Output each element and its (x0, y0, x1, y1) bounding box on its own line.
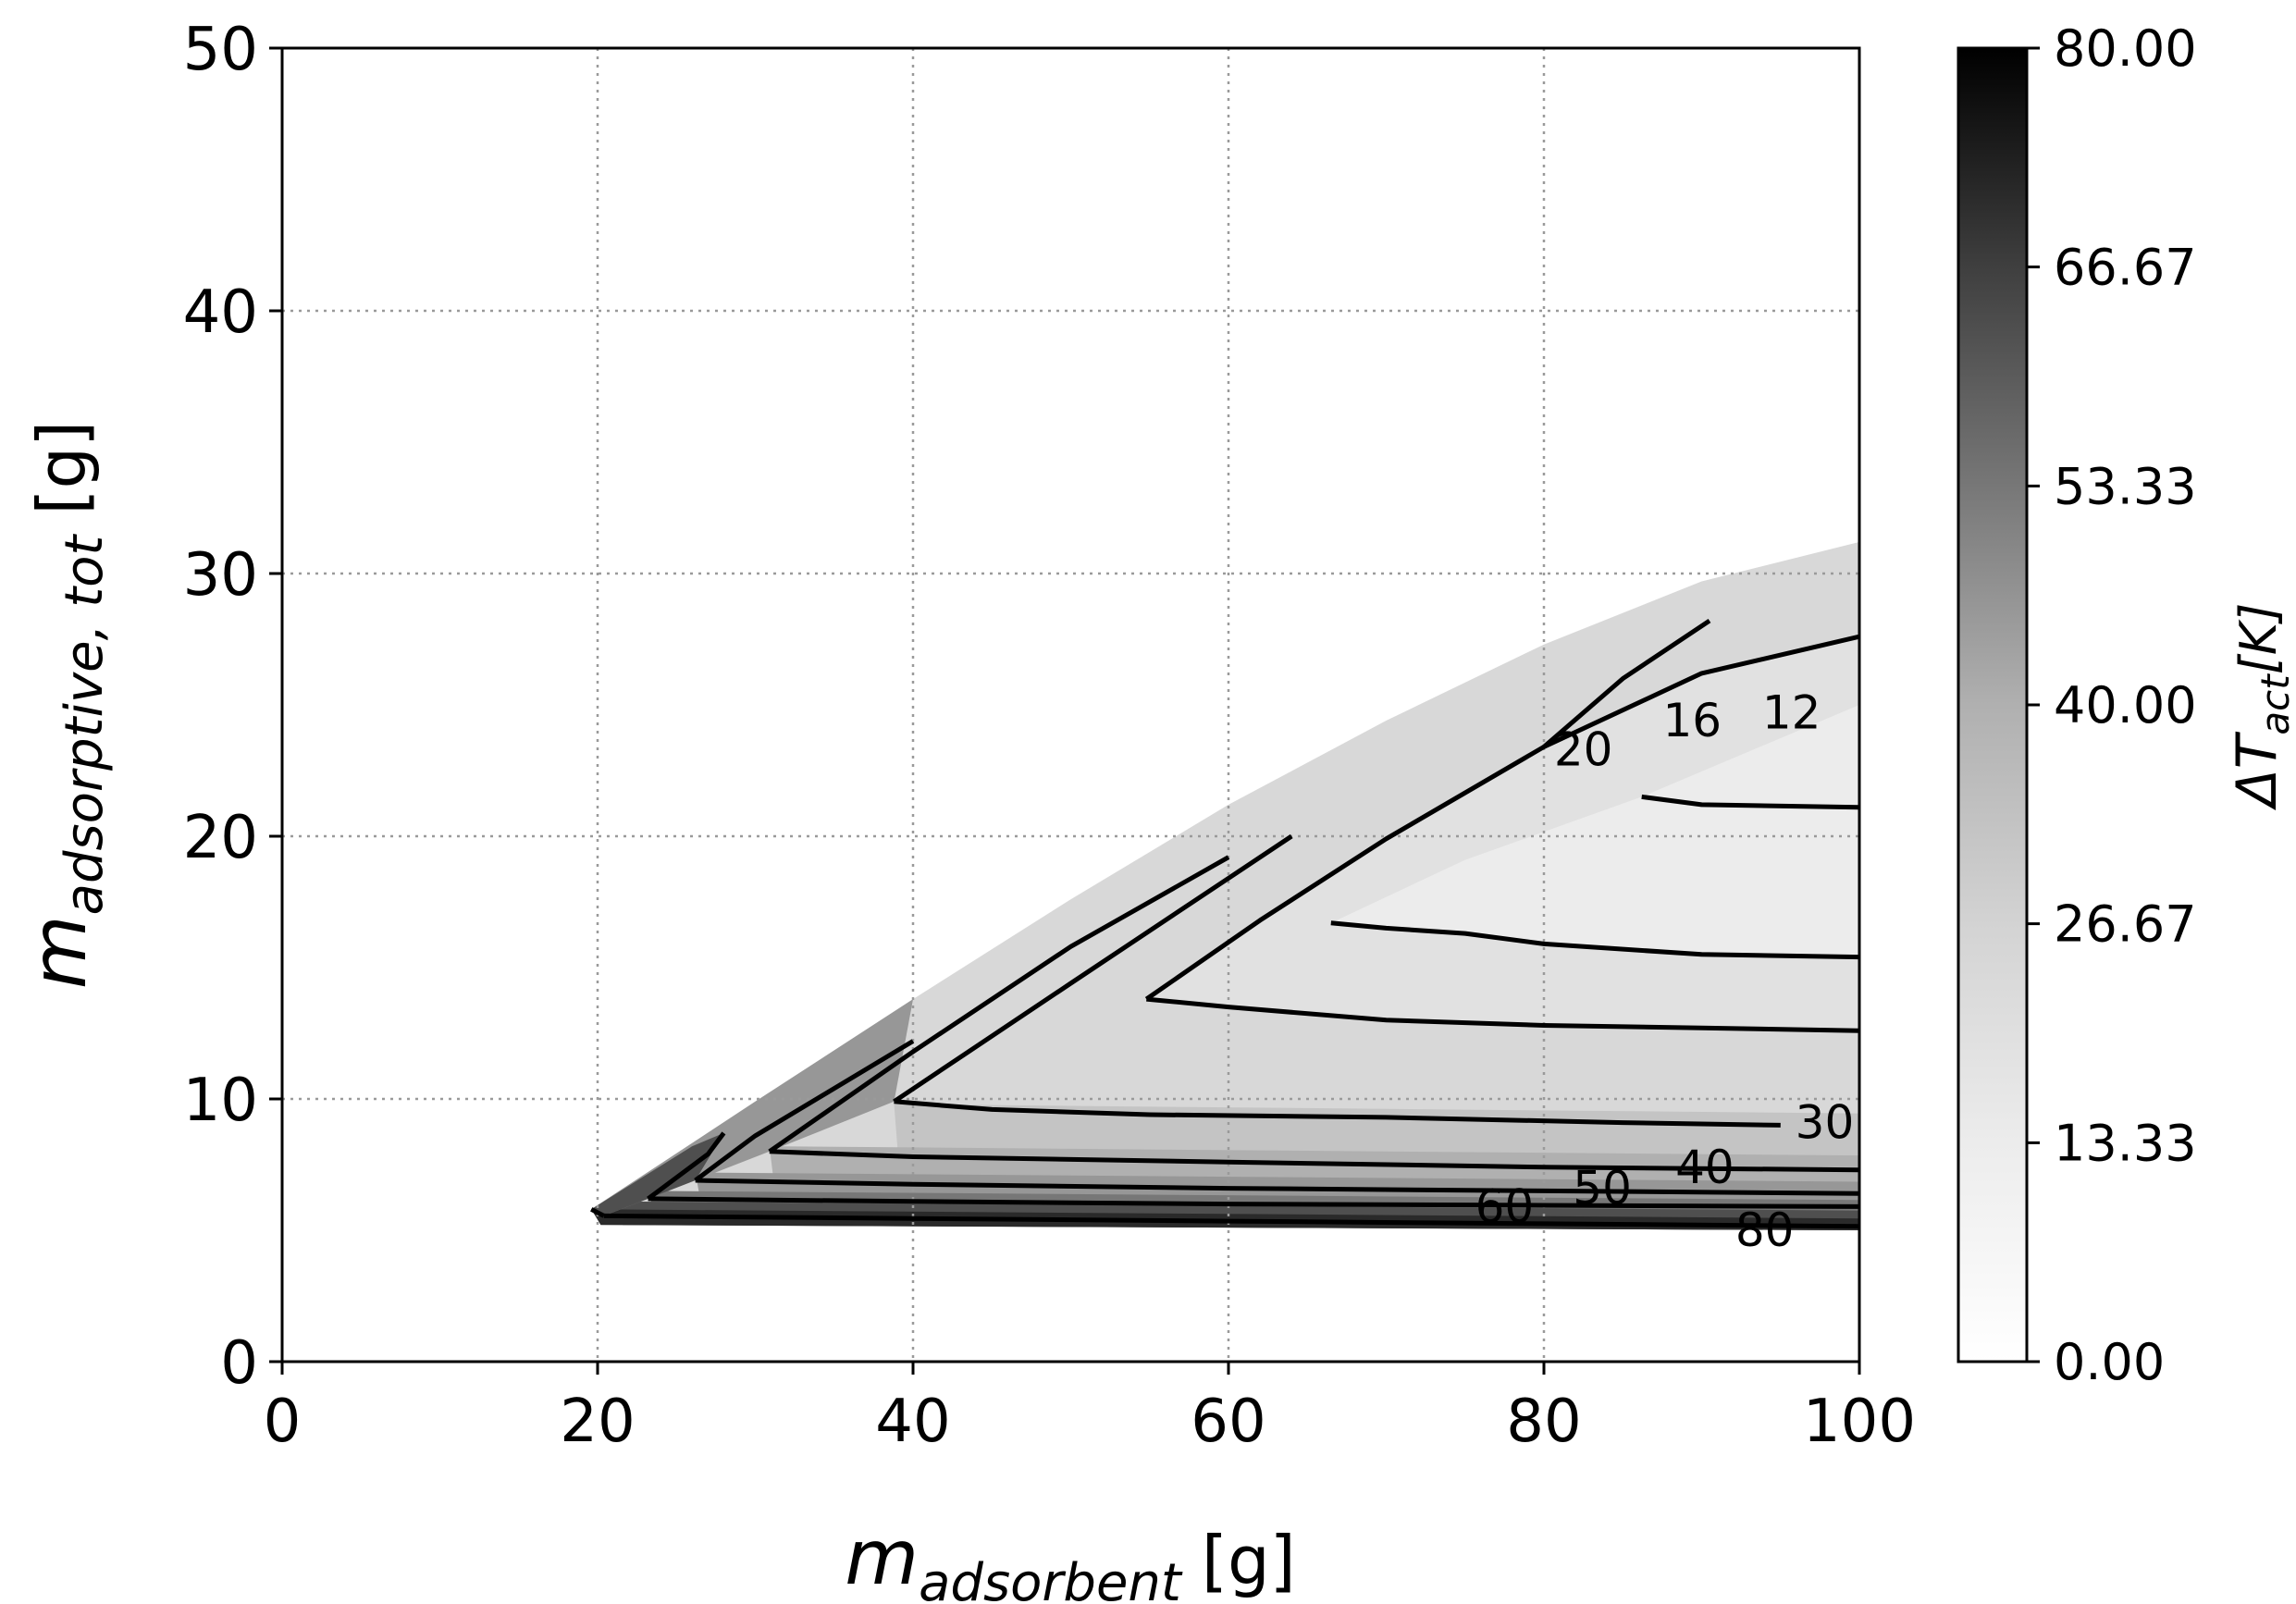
contour-edge-50 (694, 1039, 915, 1183)
y-tick-label: 0 (220, 1329, 258, 1398)
colorbar-tick-label: 13.33 (2054, 1114, 2197, 1172)
contour-line-12 (1641, 794, 1859, 810)
contour-label-40: 40 (1675, 1141, 1734, 1194)
contour-line-16 (1330, 920, 1859, 960)
contour-edge-80 (590, 1207, 605, 1218)
colorbar-tick-label: 53.33 (2054, 457, 2197, 515)
contour-edge-40 (768, 855, 1230, 1154)
y-tick-label: 50 (183, 16, 258, 84)
contour-line-40 (769, 1149, 1859, 1173)
colorbar-tick-label: 40.00 (2054, 676, 2197, 734)
y-axis-title: madsorptive, tot[g] (16, 421, 115, 990)
contour-line-20 (1146, 996, 1859, 1033)
contour-label-20: 20 (1554, 722, 1613, 776)
x-tick-label: 60 (1191, 1388, 1265, 1456)
x-tick-label: 20 (560, 1388, 635, 1456)
fill-band-outer (591, 541, 1859, 1230)
contour-edge-20 (1144, 634, 1859, 1002)
colorbar-ticks: 0.00 13.33 26.67 40.00 53.33 66.67 80.00 (2027, 19, 2197, 1391)
fill-band-edge-dark (591, 1132, 724, 1216)
contour-label-12: 12 (1762, 686, 1821, 740)
contour-lines (590, 619, 1859, 1229)
colorbar-title: ΔTact[K] (2225, 603, 2296, 811)
axis-ticks: 0 20 40 60 80 100 0 10 20 30 40 50 (183, 16, 1917, 1456)
contour-label-30: 30 (1796, 1096, 1855, 1150)
colorbar-tick-label: 0.00 (2054, 1333, 2165, 1391)
x-tick-label: 80 (1506, 1388, 1581, 1456)
contour-label-16: 16 (1662, 694, 1722, 747)
contour-line-30 (894, 1099, 1781, 1128)
contour-edge-30 (893, 833, 1293, 1104)
y-tick-label: 30 (183, 541, 258, 610)
y-tick-label: 10 (183, 1067, 258, 1135)
colorbar (1957, 46, 2029, 1363)
fill-band-lightest (1330, 705, 1859, 957)
y-tick-label: 40 (183, 278, 258, 347)
colorbar-tick-label: 66.67 (2054, 239, 2197, 297)
contour-label-80: 80 (1735, 1203, 1795, 1257)
y-tick-label: 20 (183, 804, 258, 872)
colorbar-tick-label: 26.67 (2054, 895, 2197, 954)
contour-line-80 (603, 1213, 1859, 1229)
contour-edge-24 (1542, 619, 1711, 749)
grid-lines (282, 48, 1859, 1362)
x-tick-label: 40 (875, 1388, 950, 1456)
x-axis-title: madsorbent [g] (845, 1514, 1296, 1604)
contour-line-60 (648, 1196, 1859, 1209)
contour-labels: 12 16 20 30 40 50 60 80 (1475, 686, 1855, 1257)
x-tick-label: 100 (1803, 1388, 1916, 1456)
contour-label-50: 50 (1573, 1162, 1632, 1215)
plot-frame (280, 46, 1861, 1363)
x-tick-label: 0 (264, 1388, 302, 1456)
contour-line-50 (695, 1178, 1859, 1196)
colorbar-tick-label: 80.00 (2054, 19, 2197, 78)
contour-label-60: 60 (1475, 1179, 1535, 1233)
contour-edge-60 (647, 1131, 726, 1201)
